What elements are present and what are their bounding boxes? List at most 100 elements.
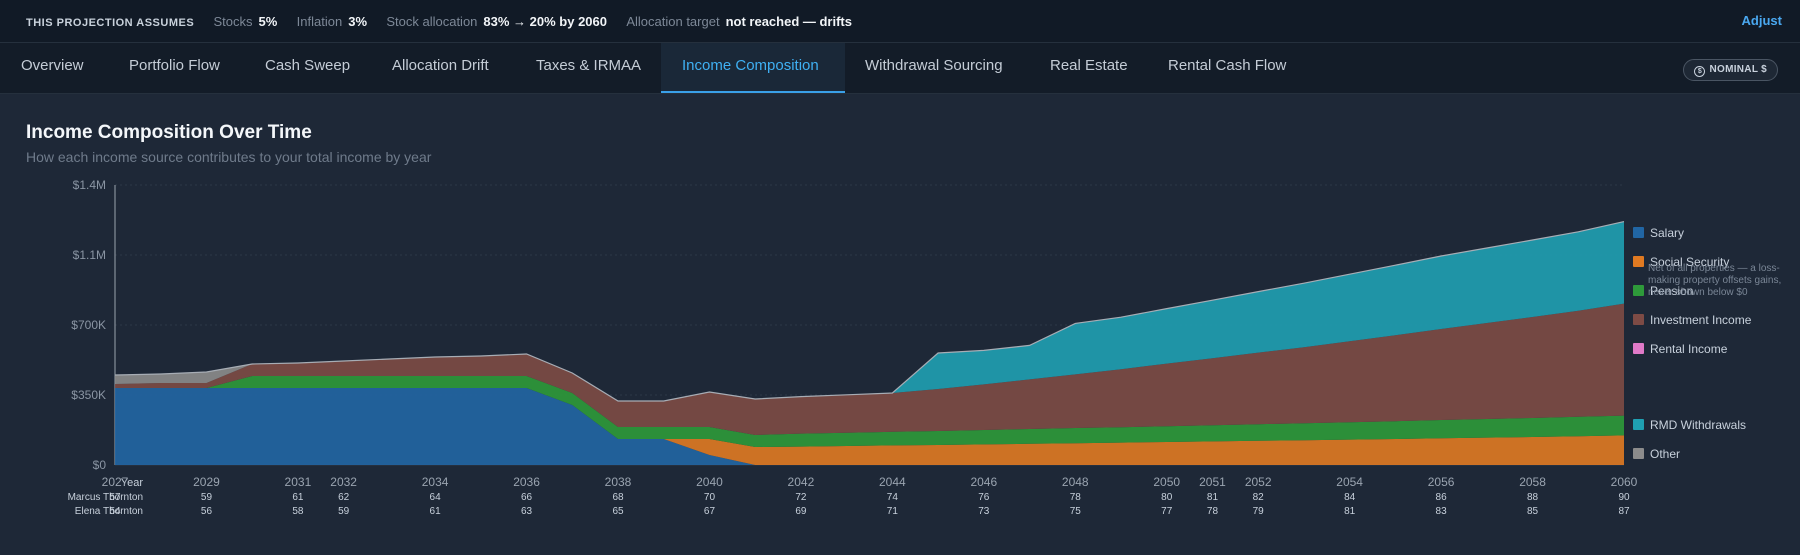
age-label: 87 <box>1618 506 1630 517</box>
y-tick-label: $1.1M <box>73 248 106 262</box>
row-label: Year <box>121 477 144 489</box>
age-label: 83 <box>1436 506 1448 517</box>
tab-overview[interactable]: Overview <box>21 57 84 74</box>
x-tick-label: 2040 <box>696 475 723 489</box>
tab-portfolio-flow[interactable]: Portfolio Flow <box>129 57 220 74</box>
age-label: 56 <box>201 506 213 517</box>
stock-allocation-value: 83% → 20% by 2060 <box>483 14 607 29</box>
age-label: 64 <box>430 492 442 503</box>
tab-rental-cash-flow[interactable]: Rental Cash Flow <box>1168 57 1287 74</box>
x-tick-label: 2048 <box>1062 475 1089 489</box>
tab-real-estate[interactable]: Real Estate <box>1050 57 1128 74</box>
assumptions-summary: THIS PROJECTION ASSUMES Stocks 5% Inflati… <box>26 14 868 29</box>
y-tick-label: $0 <box>93 458 107 472</box>
age-label: 77 <box>1161 506 1173 517</box>
age-label: 61 <box>430 506 442 517</box>
age-label: 84 <box>1344 492 1356 503</box>
age-label: 59 <box>201 492 213 503</box>
x-tick-label: 2036 <box>513 475 540 489</box>
tab-taxes-irmaa[interactable]: Taxes & IRMAA <box>536 57 642 74</box>
legend-label: Rental Income <box>1650 342 1728 356</box>
stocks-value: 5% <box>258 14 278 29</box>
dollar-icon: $ <box>1694 66 1706 77</box>
area-social-security <box>115 388 1624 465</box>
legend-swatch <box>1633 314 1644 325</box>
x-tick-label: 2031 <box>285 475 312 489</box>
assumptions-bar: THIS PROJECTION ASSUMES Stocks 5% Inflati… <box>0 0 1800 43</box>
y-tick-label: $1.4M <box>73 178 106 192</box>
allocation-target-value: not reached — drifts <box>725 14 852 29</box>
age-label: 78 <box>1207 506 1219 517</box>
legend-swatch <box>1633 343 1644 354</box>
age-label: 65 <box>612 506 624 517</box>
age-label: 67 <box>704 506 716 517</box>
legend-label: RMD Withdrawals <box>1650 418 1746 432</box>
assumptions-lead: THIS PROJECTION ASSUMES <box>26 17 195 29</box>
area-rmd-withdrawals <box>115 221 1624 401</box>
age-label: 66 <box>521 492 533 503</box>
tab-cash-sweep[interactable]: Cash Sweep <box>265 57 351 74</box>
tab-income-composition[interactable]: Income Composition <box>661 43 845 93</box>
age-label: 85 <box>1527 506 1539 517</box>
x-tick-label: 2054 <box>1336 475 1363 489</box>
rental-income-note: Net of all properties — a loss-making pr… <box>1648 263 1782 298</box>
legend-swatch <box>1633 285 1644 296</box>
area-pension <box>115 376 1624 447</box>
x-tick-label: 2042 <box>788 475 815 489</box>
x-tick-label: 2056 <box>1428 475 1455 489</box>
age-label: 68 <box>612 492 624 503</box>
inflation-label: Inflation <box>296 14 343 29</box>
legend-swatch <box>1633 419 1644 430</box>
age-label: 54 <box>109 506 121 517</box>
x-tick-label: 2060 <box>1611 475 1638 489</box>
legend-swatch <box>1633 227 1644 238</box>
nominal-toggle[interactable]: $ NOMINAL $ <box>1683 59 1778 81</box>
age-label: 59 <box>338 506 350 517</box>
age-label: 69 <box>795 506 807 517</box>
age-label: 82 <box>1253 492 1265 503</box>
allocation-target-label: Allocation target <box>626 14 720 29</box>
tab-bar: Overview Portfolio Flow Cash Sweep Alloc… <box>0 43 1800 94</box>
row-label: Elena Thornton <box>75 506 143 517</box>
age-label: 88 <box>1527 492 1539 503</box>
age-label: 61 <box>292 492 304 503</box>
x-tick-label: 2044 <box>879 475 906 489</box>
legend-label: Investment Income <box>1650 313 1752 327</box>
age-label: 80 <box>1161 492 1173 503</box>
area-investment-income <box>115 303 1624 435</box>
y-tick-label: $700K <box>71 318 106 332</box>
age-label: 81 <box>1344 506 1356 517</box>
legend-label: Social Security <box>1650 255 1729 269</box>
x-tick-label: 2046 <box>970 475 997 489</box>
chart-subtitle: How each income source contributes to yo… <box>26 149 432 165</box>
age-label: 76 <box>978 492 990 503</box>
age-label: 79 <box>1253 506 1265 517</box>
age-label: 86 <box>1436 492 1448 503</box>
legend-label: Salary <box>1650 226 1684 240</box>
adjust-link[interactable]: Adjust <box>1741 13 1782 28</box>
legend-swatch <box>1633 256 1644 267</box>
x-tick-label: 2032 <box>330 475 357 489</box>
legend-label: Pension <box>1650 284 1693 298</box>
age-label: 74 <box>887 492 899 503</box>
x-tick-label: 2051 <box>1199 475 1226 489</box>
stock-allocation-label: Stock allocation <box>386 14 478 29</box>
row-label: Marcus Thornton <box>68 492 143 503</box>
tab-withdrawal-sourcing[interactable]: Withdrawal Sourcing <box>865 57 1003 74</box>
age-label: 75 <box>1070 506 1082 517</box>
age-label: 81 <box>1207 492 1219 503</box>
inflation-value: 3% <box>348 14 368 29</box>
x-tick-label: 2058 <box>1519 475 1546 489</box>
y-tick-label: $350K <box>71 388 106 402</box>
age-label: 72 <box>795 492 807 503</box>
age-label: 62 <box>338 492 350 503</box>
age-label: 71 <box>887 506 899 517</box>
x-tick-label: 2052 <box>1245 475 1272 489</box>
x-tick-label: 2034 <box>422 475 449 489</box>
nominal-label: NOMINAL $ <box>1709 64 1767 75</box>
legend-label: Other <box>1650 447 1680 461</box>
age-label: 63 <box>521 506 533 517</box>
tab-allocation-drift[interactable]: Allocation Drift <box>392 57 489 74</box>
x-tick-label: 2050 <box>1153 475 1180 489</box>
age-label: 70 <box>704 492 716 503</box>
